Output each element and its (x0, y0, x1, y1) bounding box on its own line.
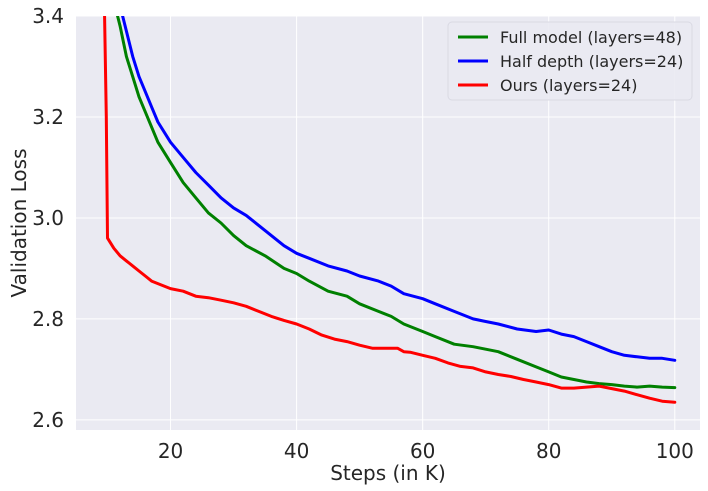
y-tick-label: 3.2 (32, 105, 64, 129)
y-tick-labels: 2.6 2.8 3.0 3.2 3.4 (32, 4, 64, 432)
series-line-2 (121, 16, 677, 362)
y-axis-label: Validation Loss (7, 149, 31, 298)
x-axis-label: Steps (in K) (330, 461, 446, 485)
x-tick-label: 100 (656, 439, 694, 463)
gridlines (76, 15, 700, 430)
x-tick-label: 60 (410, 439, 435, 463)
series-lines (103, 16, 677, 404)
legend-label: Half depth (layers=24) (500, 52, 683, 71)
x-tick-label: 20 (158, 439, 183, 463)
legend-label: Full model (layers=48) (500, 28, 682, 47)
series-line-1 (116, 16, 677, 390)
y-tick-label: 2.6 (32, 408, 64, 432)
y-tick-label: 2.8 (32, 307, 64, 331)
x-tick-labels: 20 40 60 80 100 (158, 439, 694, 463)
legend: Full model (layers=48) Half depth (layers… (447, 21, 693, 101)
legend-box (447, 21, 693, 101)
y-tick-label: 3.4 (32, 4, 64, 28)
y-tick-label: 3.0 (32, 206, 64, 230)
legend-label: Ours (layers=24) (500, 76, 637, 95)
x-tick-label: 80 (536, 439, 561, 463)
series-line-3 (103, 16, 677, 404)
x-tick-label: 40 (284, 439, 309, 463)
